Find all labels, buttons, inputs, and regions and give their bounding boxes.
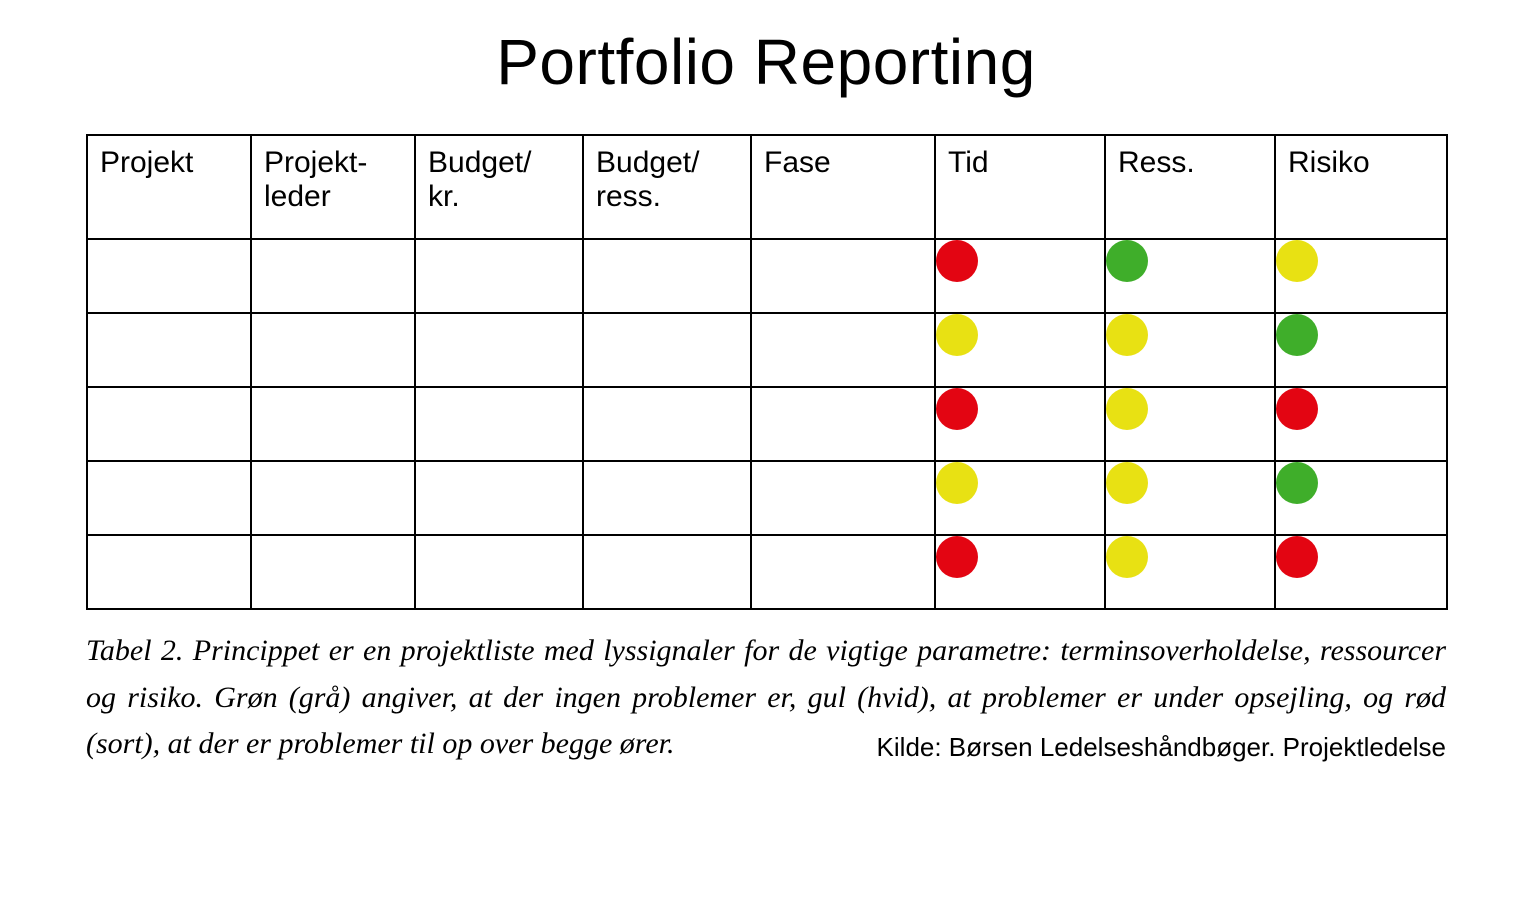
portfolio-table: ProjektProjekt-lederBudget/kr.Budget/res… [86, 134, 1448, 610]
table-cell [251, 313, 415, 387]
table-row [87, 387, 1447, 461]
table-row [87, 313, 1447, 387]
status-dot-icon [1106, 388, 1148, 430]
status-cell [1105, 313, 1275, 387]
table-cell [583, 461, 751, 535]
status-dot-icon [1106, 314, 1148, 356]
table-cell [415, 535, 583, 609]
table-cell [583, 239, 751, 313]
status-cell [1275, 387, 1447, 461]
status-cell [1105, 239, 1275, 313]
table-cell [251, 461, 415, 535]
page-title: Portfolio Reporting [0, 25, 1532, 99]
table-cell [251, 387, 415, 461]
status-dot-icon [1276, 536, 1318, 578]
status-dot-icon [936, 240, 978, 282]
table-cell [751, 313, 935, 387]
table-caption: Tabel 2. Princippet er en projektliste m… [86, 628, 1446, 768]
column-header: Budget/ress. [583, 135, 751, 239]
status-cell [935, 461, 1105, 535]
table-row [87, 535, 1447, 609]
table-cell [415, 387, 583, 461]
column-header: Fase [751, 135, 935, 239]
status-dot-icon [1276, 462, 1318, 504]
status-cell [1105, 535, 1275, 609]
table-cell [87, 387, 251, 461]
status-dot-icon [936, 388, 978, 430]
status-cell [1105, 387, 1275, 461]
table-cell [87, 461, 251, 535]
table-cell [87, 313, 251, 387]
table-cell [751, 239, 935, 313]
header-row: ProjektProjekt-lederBudget/kr.Budget/res… [87, 135, 1447, 239]
status-dot-icon [936, 536, 978, 578]
status-dot-icon [1276, 388, 1318, 430]
table-cell [583, 535, 751, 609]
status-cell [935, 535, 1105, 609]
source-attribution: Kilde: Børsen Ledelseshåndbøger. Projekt… [877, 727, 1446, 767]
status-cell [1275, 239, 1447, 313]
table-container: ProjektProjekt-lederBudget/kr.Budget/res… [86, 134, 1446, 610]
column-header: Projekt [87, 135, 251, 239]
status-dot-icon [1276, 314, 1318, 356]
column-header: Ress. [1105, 135, 1275, 239]
status-cell [1275, 535, 1447, 609]
status-cell [935, 313, 1105, 387]
table-body [87, 239, 1447, 609]
table-cell [415, 313, 583, 387]
status-dot-icon [936, 462, 978, 504]
status-dot-icon [1106, 240, 1148, 282]
status-cell [1275, 461, 1447, 535]
status-cell [1275, 313, 1447, 387]
column-header: Risiko [1275, 135, 1447, 239]
table-cell [415, 461, 583, 535]
column-header: Projekt-leder [251, 135, 415, 239]
status-dot-icon [1106, 462, 1148, 504]
slide-page: Portfolio Reporting ProjektProjekt-leder… [0, 0, 1532, 914]
column-header: Budget/kr. [415, 135, 583, 239]
status-cell [935, 387, 1105, 461]
table-cell [251, 239, 415, 313]
table-cell [751, 387, 935, 461]
table-cell [751, 461, 935, 535]
table-cell [583, 387, 751, 461]
column-header: Tid [935, 135, 1105, 239]
status-cell [935, 239, 1105, 313]
table-header: ProjektProjekt-lederBudget/kr.Budget/res… [87, 135, 1447, 239]
table-cell [251, 535, 415, 609]
table-cell [87, 535, 251, 609]
table-cell [87, 239, 251, 313]
status-dot-icon [1276, 240, 1318, 282]
table-cell [751, 535, 935, 609]
status-cell [1105, 461, 1275, 535]
table-row [87, 461, 1447, 535]
status-dot-icon [1106, 536, 1148, 578]
table-cell [415, 239, 583, 313]
table-row [87, 239, 1447, 313]
table-cell [583, 313, 751, 387]
status-dot-icon [936, 314, 978, 356]
